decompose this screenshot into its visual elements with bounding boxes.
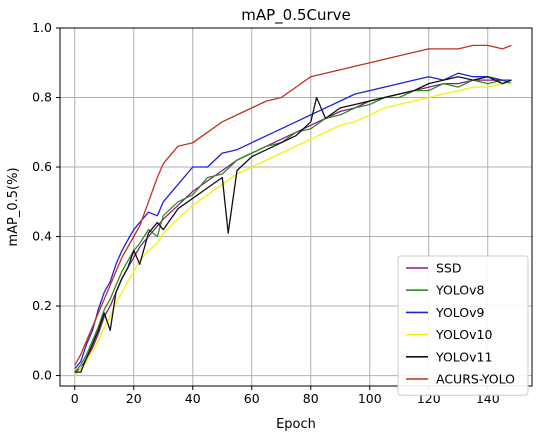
series-line-yolov8 [74,79,512,373]
y-tick-label: 0.0 [32,368,52,383]
x-tick-label: 100 [358,391,382,406]
x-axis-label: Epoch [276,417,316,432]
legend-box [397,255,529,396]
series-line-acurs-yolo [74,44,512,366]
legend: SSD YOLOv8 YOLOv9 YOLOv10 YOLOv11 ACURS-YOLO [397,255,529,396]
legend-label: ACURS-YOLO [436,372,515,387]
chart-title: mAP_0.5Curve [241,6,351,25]
legend-label: YOLOv9 [435,305,485,320]
y-tick-label: 0.6 [32,159,52,174]
series-line-yolov11 [74,76,512,373]
legend-label: YOLOv11 [435,349,492,364]
series-line-yolov9 [74,72,512,370]
legend-label: SSD [436,261,462,276]
legend-label: YOLOv8 [435,283,485,298]
y-tick-label: 0.4 [32,229,52,244]
x-tick-label: 60 [244,391,260,406]
x-tick-label: 0 [71,391,79,406]
x-tick-label: 40 [185,391,201,406]
plot-frame [59,27,533,387]
y-axis-label: mAP_0.5(%) [6,167,21,246]
y-tick-label: 1.0 [32,20,52,35]
y-tick-label: 0.8 [32,90,52,105]
legend-label: YOLOv10 [435,327,492,342]
x-tick-label: 80 [303,391,319,406]
x-tick-label: 20 [126,391,142,406]
y-tick-label: 0.2 [32,298,52,313]
series-lines [74,44,512,377]
